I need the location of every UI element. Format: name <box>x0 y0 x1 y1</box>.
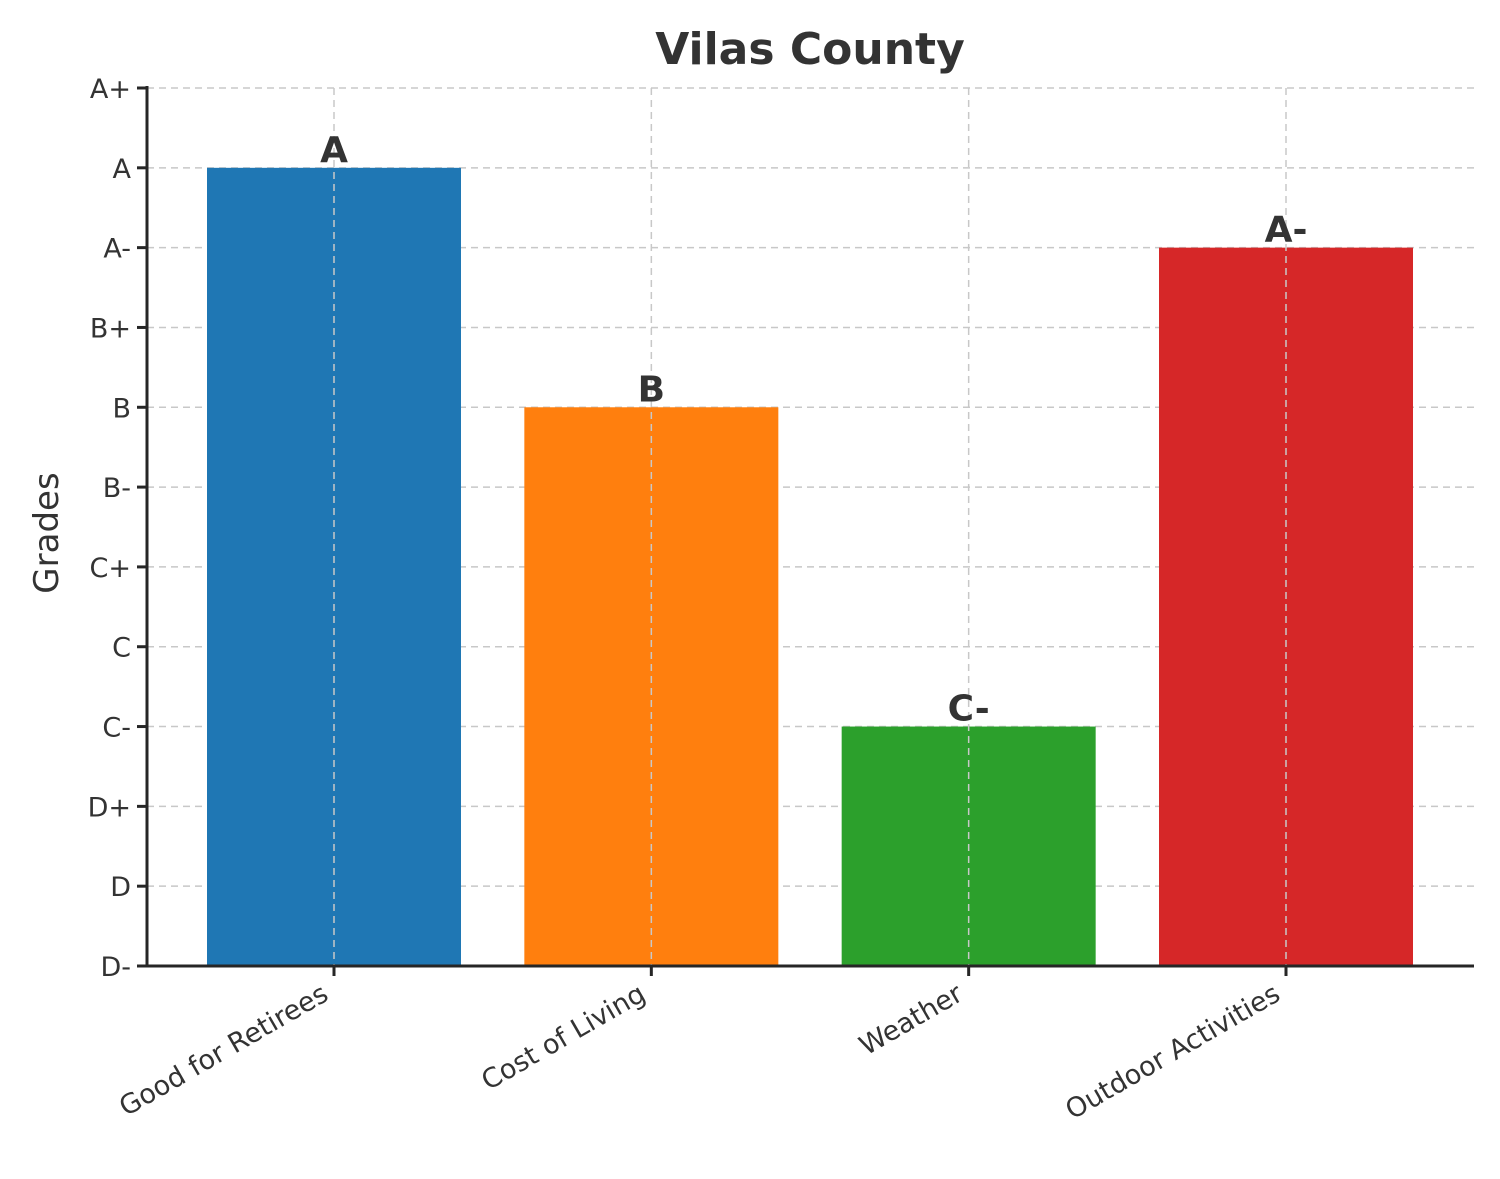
axes <box>145 86 1474 968</box>
x-tick-label: Weather <box>854 978 969 1062</box>
y-tick-label: C <box>112 633 131 664</box>
y-axis-label: Grades <box>27 472 67 593</box>
x-tick-label: Outdoor Activities <box>1060 978 1285 1126</box>
x-tick-label: Cost of Living <box>476 978 650 1097</box>
y-tick-label: A+ <box>90 74 131 105</box>
bar-value-label: B <box>638 369 665 410</box>
y-tick-label: B- <box>103 473 131 504</box>
y-tick-label: B <box>112 393 131 424</box>
y-tick-label: D <box>110 872 131 903</box>
bar-value-label: A <box>320 130 348 171</box>
chart-title: Vilas County <box>655 24 965 75</box>
y-tick-label: C- <box>102 713 131 744</box>
bar-value-label: A- <box>1265 210 1308 251</box>
y-tick-label: B+ <box>90 313 131 344</box>
vertical-grid-lines <box>333 88 1287 966</box>
y-tick-label: D+ <box>88 792 131 823</box>
y-tick-label: C+ <box>90 553 131 584</box>
bar-value-label: C- <box>948 689 990 730</box>
y-tick-label: D- <box>100 952 131 983</box>
bar-value-labels: A B C- A- <box>320 130 1307 730</box>
y-tick-label: A- <box>103 234 131 265</box>
x-tick-label: Good for Retirees <box>114 978 333 1123</box>
y-tick-label: A <box>113 154 132 185</box>
